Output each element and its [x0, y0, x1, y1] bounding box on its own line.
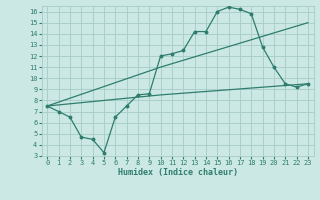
X-axis label: Humidex (Indice chaleur): Humidex (Indice chaleur) [118, 168, 237, 177]
